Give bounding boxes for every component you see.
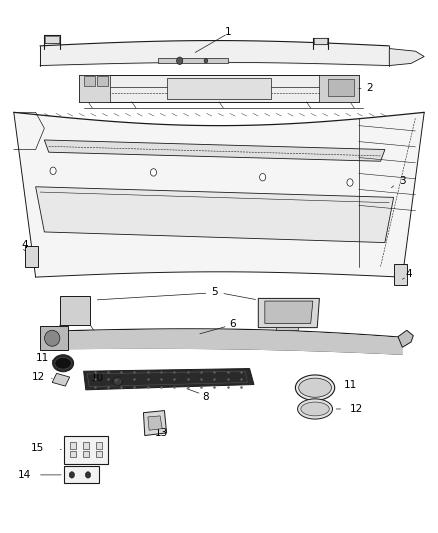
Polygon shape (158, 58, 228, 63)
Text: 2: 2 (366, 83, 373, 93)
Bar (83, 442, 89, 449)
Bar (64, 436, 108, 464)
Polygon shape (84, 76, 95, 86)
Polygon shape (389, 49, 424, 66)
Text: 6: 6 (229, 319, 235, 329)
Ellipse shape (53, 355, 74, 372)
Polygon shape (148, 416, 162, 430)
Polygon shape (144, 410, 166, 435)
Polygon shape (44, 140, 385, 161)
Polygon shape (265, 301, 313, 324)
Text: 11: 11 (35, 353, 49, 363)
Circle shape (347, 179, 353, 186)
Polygon shape (97, 76, 108, 86)
Text: 11: 11 (343, 380, 357, 390)
Text: 14: 14 (18, 470, 32, 480)
Text: 12: 12 (350, 404, 363, 414)
Ellipse shape (45, 330, 60, 346)
Polygon shape (79, 75, 359, 102)
Polygon shape (60, 296, 90, 325)
Ellipse shape (55, 358, 71, 369)
Ellipse shape (299, 378, 332, 397)
Polygon shape (319, 75, 359, 102)
Bar (70, 451, 76, 457)
Polygon shape (14, 112, 424, 277)
Circle shape (150, 168, 156, 176)
Circle shape (177, 57, 183, 64)
Polygon shape (258, 298, 319, 328)
Text: 1: 1 (224, 27, 231, 37)
Polygon shape (166, 78, 272, 99)
Circle shape (204, 59, 208, 63)
Ellipse shape (295, 375, 335, 400)
Bar (64, 466, 99, 483)
Text: 15: 15 (31, 443, 44, 453)
Circle shape (85, 472, 91, 478)
Text: 10: 10 (91, 373, 104, 383)
Polygon shape (276, 327, 297, 330)
Ellipse shape (297, 399, 332, 419)
Polygon shape (35, 187, 394, 243)
Circle shape (69, 472, 74, 478)
Text: 3: 3 (399, 176, 406, 187)
Circle shape (50, 167, 56, 174)
Polygon shape (398, 330, 413, 348)
Text: 4: 4 (21, 240, 28, 250)
Text: 12: 12 (32, 372, 45, 382)
Polygon shape (79, 75, 110, 102)
Polygon shape (25, 246, 38, 266)
Polygon shape (328, 79, 354, 96)
Text: 8: 8 (203, 392, 209, 402)
Text: 13: 13 (155, 429, 168, 439)
Polygon shape (45, 36, 59, 43)
Ellipse shape (115, 379, 118, 382)
Circle shape (260, 173, 266, 181)
Polygon shape (40, 326, 68, 351)
Polygon shape (52, 373, 70, 386)
Ellipse shape (301, 402, 329, 416)
Polygon shape (84, 368, 254, 390)
Ellipse shape (113, 377, 123, 385)
Bar (83, 451, 89, 457)
Bar (96, 442, 102, 449)
Bar (96, 451, 102, 457)
Polygon shape (314, 38, 327, 44)
Text: 4: 4 (406, 270, 412, 279)
Polygon shape (394, 264, 407, 285)
Bar (70, 442, 76, 449)
Text: 5: 5 (211, 287, 218, 297)
